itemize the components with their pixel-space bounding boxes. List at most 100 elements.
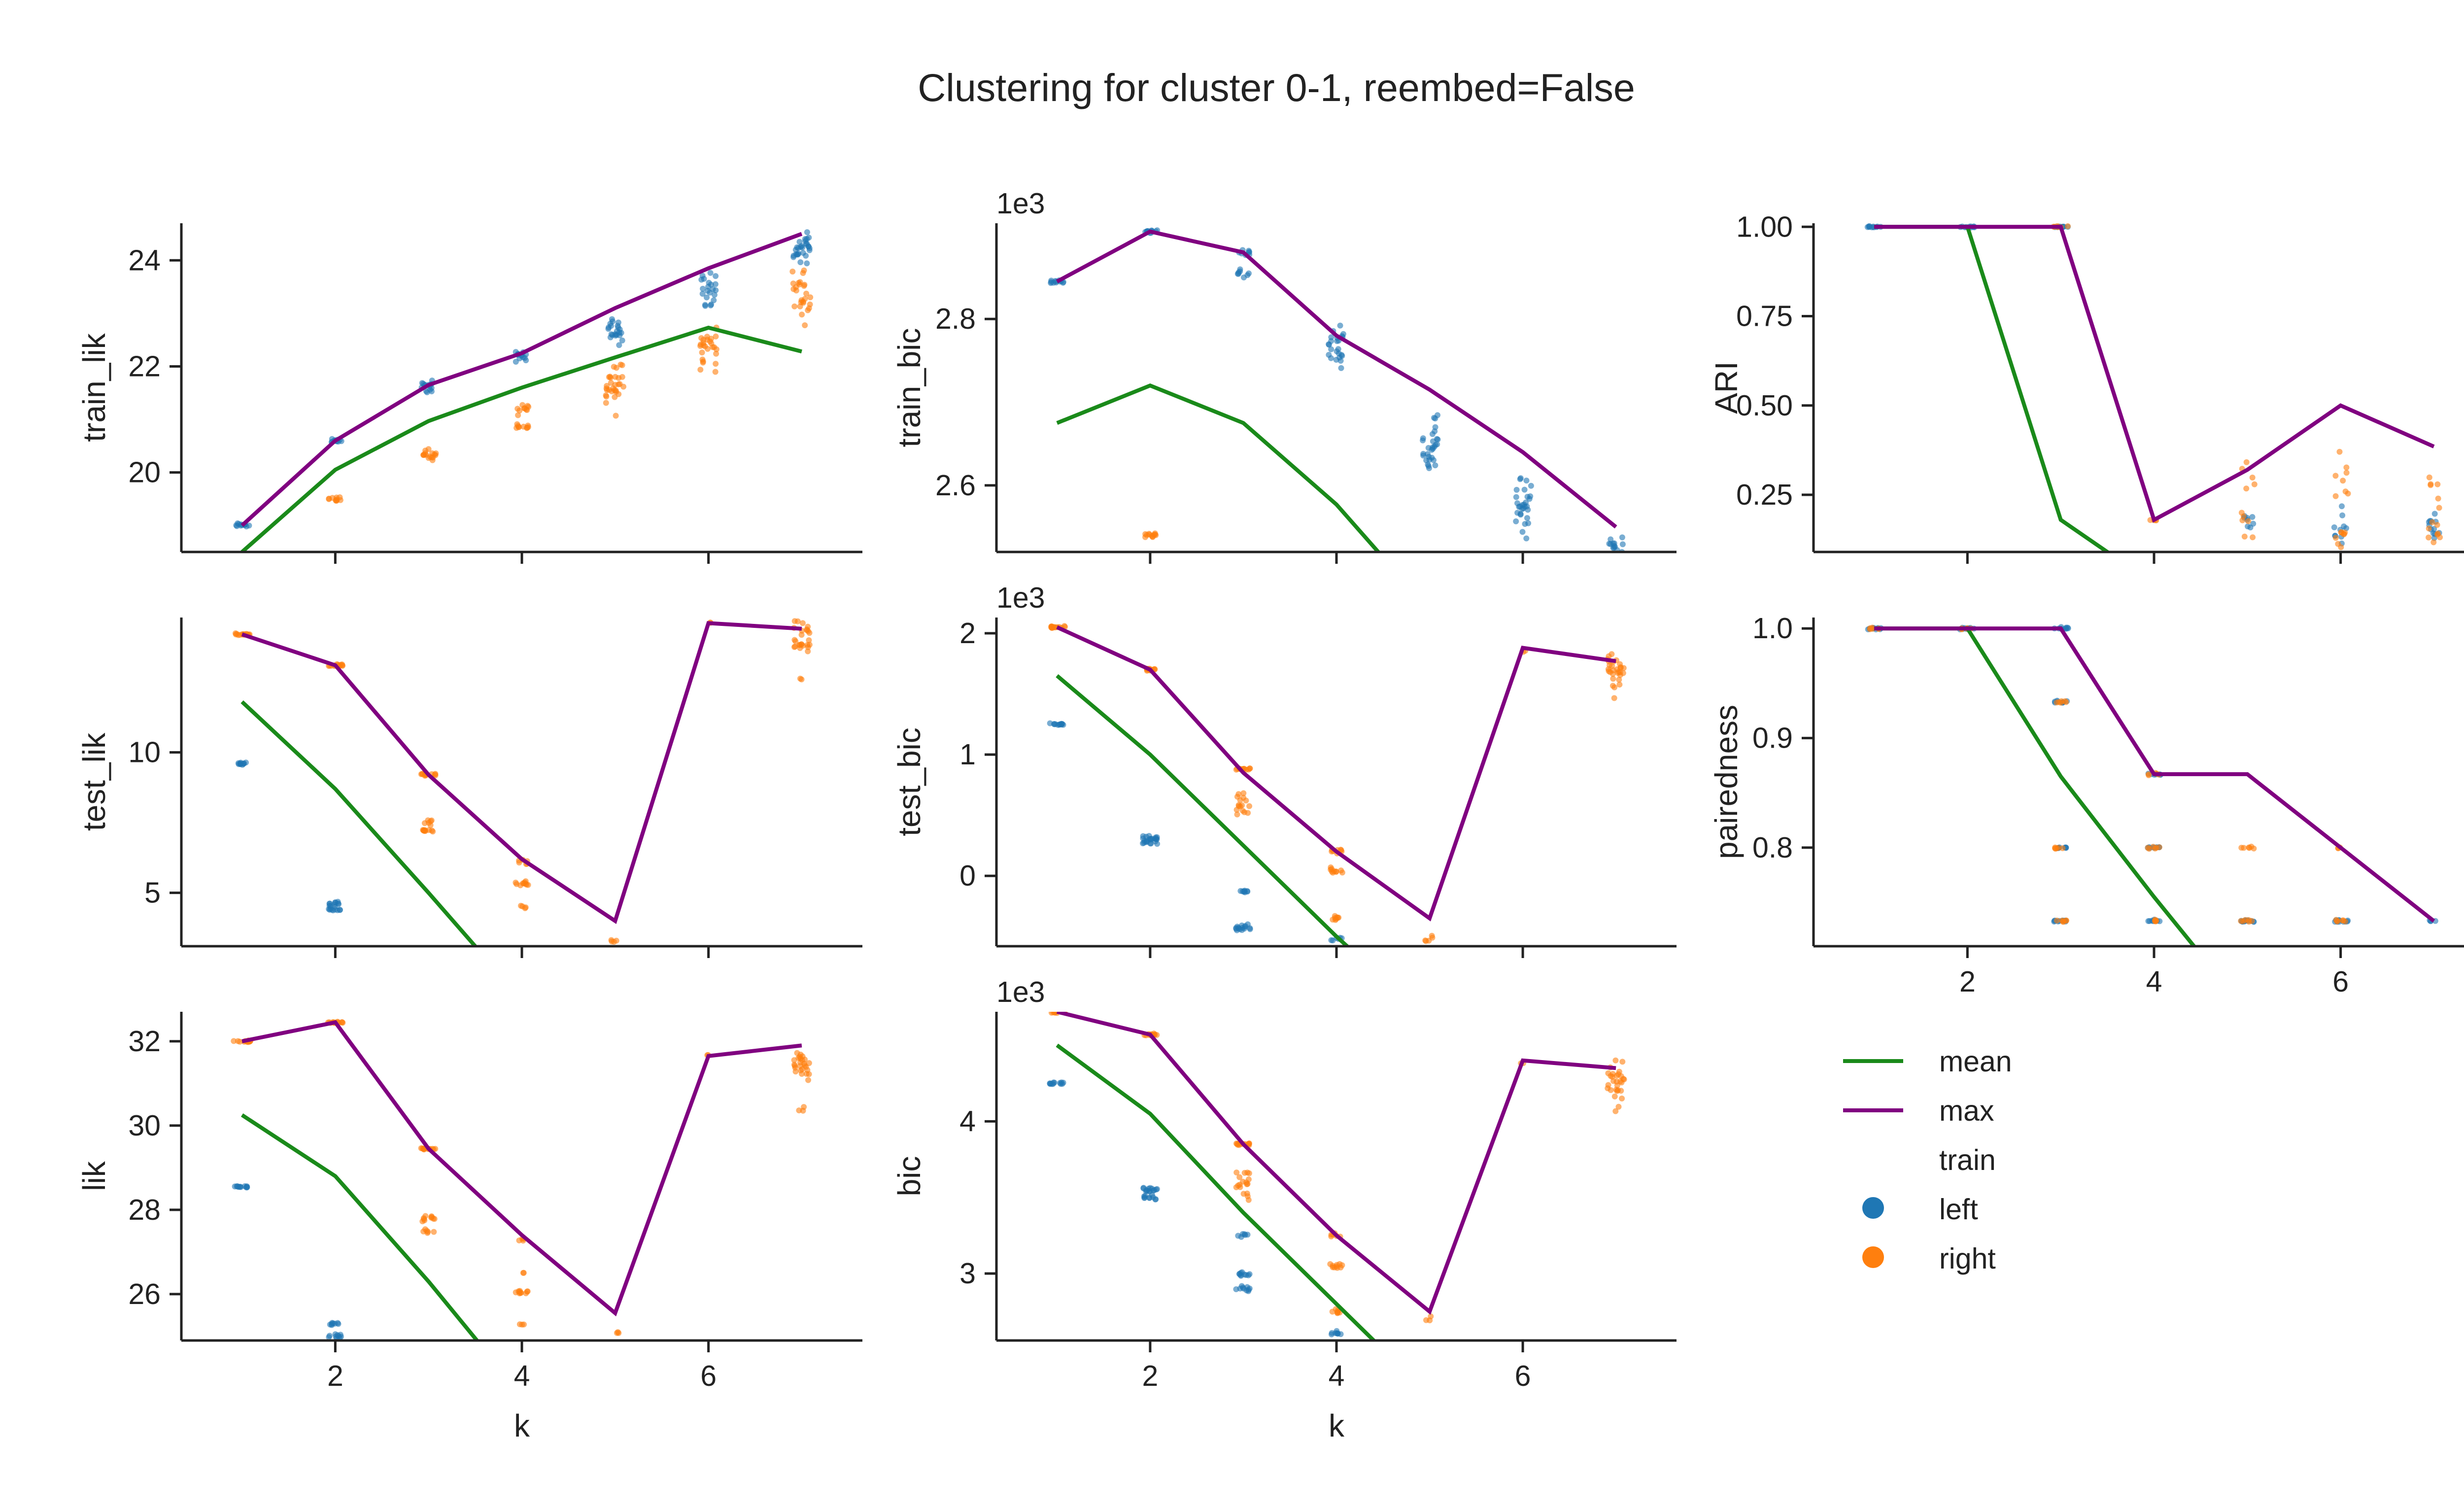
point-right: [1339, 869, 1345, 876]
point-left: [1335, 350, 1342, 357]
point-right: [2342, 918, 2348, 925]
scale-label: 1e3: [996, 582, 1045, 614]
point-right: [2332, 473, 2339, 479]
points-bic: [1047, 1012, 1627, 1338]
line-mean: [1874, 626, 2197, 946]
point-left: [1519, 529, 1526, 535]
point-right: [420, 451, 427, 458]
y-tick-label: 2: [959, 617, 976, 650]
points-ARI: [1864, 223, 2443, 550]
y-axis-label: train_bic: [891, 328, 927, 447]
point-right: [806, 637, 812, 644]
point-right: [2333, 917, 2339, 923]
line-mean: [240, 325, 802, 552]
point-left: [243, 759, 249, 766]
point-left: [1527, 493, 1534, 499]
point-right: [2152, 918, 2158, 924]
point-right: [2430, 539, 2437, 546]
point-right: [698, 335, 705, 341]
point-left: [1337, 322, 1343, 329]
point-left: [1517, 475, 1524, 481]
point-left: [804, 260, 810, 267]
point-left: [610, 318, 616, 325]
point-right: [1235, 791, 1242, 797]
point-left: [2249, 514, 2256, 520]
point-left: [1337, 1331, 1344, 1338]
x-tick-label: 4: [2146, 965, 2162, 998]
point-right: [1234, 811, 1240, 818]
point-left: [1513, 494, 1519, 500]
point-right: [791, 637, 798, 643]
point-left: [2339, 503, 2345, 510]
point-left: [1425, 445, 1432, 451]
point-right: [2053, 699, 2060, 706]
point-right: [333, 498, 339, 504]
scale-label: 1e3: [996, 187, 1045, 220]
point-left: [1513, 486, 1520, 493]
point-left: [1048, 280, 1054, 286]
point-left: [606, 324, 612, 331]
point-right: [791, 1057, 797, 1064]
point-right: [1332, 913, 1338, 919]
line-max: [241, 1020, 802, 1317]
point-right: [1052, 1012, 1058, 1016]
points-train_lik: [233, 229, 814, 530]
point-right: [606, 374, 612, 380]
line-max: [240, 232, 803, 527]
x-tick-label: 6: [1515, 1360, 1531, 1392]
point-right: [697, 367, 704, 373]
point-left: [419, 380, 425, 386]
point-right: [231, 1038, 237, 1044]
point-right: [2243, 459, 2250, 465]
point-right: [612, 387, 618, 393]
point-right: [791, 1063, 798, 1069]
point-right: [614, 1330, 620, 1336]
point-right: [2062, 698, 2068, 704]
points-test_lik: [232, 618, 813, 945]
point-right: [806, 642, 813, 648]
point-left: [1244, 1232, 1251, 1238]
point-right: [801, 267, 807, 274]
y-tick-label: 1.0: [1752, 612, 1793, 645]
point-right: [2243, 485, 2250, 492]
point-left: [1237, 268, 1243, 275]
point-right: [805, 1077, 811, 1083]
point-left: [1608, 558, 1613, 564]
point-left: [1247, 925, 1253, 931]
point-left: [1612, 558, 1618, 564]
point-right: [697, 343, 704, 349]
y-tick-label: 0: [959, 859, 976, 892]
subplot-bic: 2 4 6 3 4 1e3 bic k: [891, 976, 1677, 1443]
point-right: [1240, 790, 1247, 796]
line-mean: [1874, 225, 2111, 552]
point-left: [702, 302, 708, 308]
y-tick-label: 26: [128, 1278, 161, 1310]
point-left: [1236, 926, 1243, 932]
point-left: [2341, 523, 2347, 530]
point-right: [612, 374, 618, 380]
point-left: [1152, 1196, 1159, 1202]
subplot-ARI: 0.25 0.50 0.75 1.00 ARI: [1709, 210, 2464, 564]
point-right: [800, 1107, 806, 1114]
point-left: [1238, 1272, 1244, 1279]
line-mean: [1056, 383, 1381, 552]
point-left: [616, 332, 623, 339]
x-tick-label: 6: [700, 1360, 717, 1392]
x-tick-label: 4: [1329, 1360, 1345, 1392]
y-axis-label: bic: [891, 1156, 927, 1197]
point-right: [1621, 1076, 1627, 1083]
point-right: [806, 1060, 812, 1066]
point-right: [2251, 481, 2258, 487]
point-left: [711, 292, 718, 298]
point-left: [1432, 428, 1438, 435]
y-tick-label: 0.50: [1736, 389, 1793, 422]
point-right: [713, 361, 719, 367]
y-axis-label: test_lik: [76, 732, 112, 831]
point-left: [1047, 1080, 1053, 1087]
point-right: [1611, 695, 1617, 701]
point-left: [805, 243, 812, 249]
point-right: [1610, 676, 1616, 682]
point-left: [333, 1335, 340, 1340]
point-right: [2246, 919, 2252, 925]
legend: mean max train left right: [1843, 1045, 2012, 1275]
